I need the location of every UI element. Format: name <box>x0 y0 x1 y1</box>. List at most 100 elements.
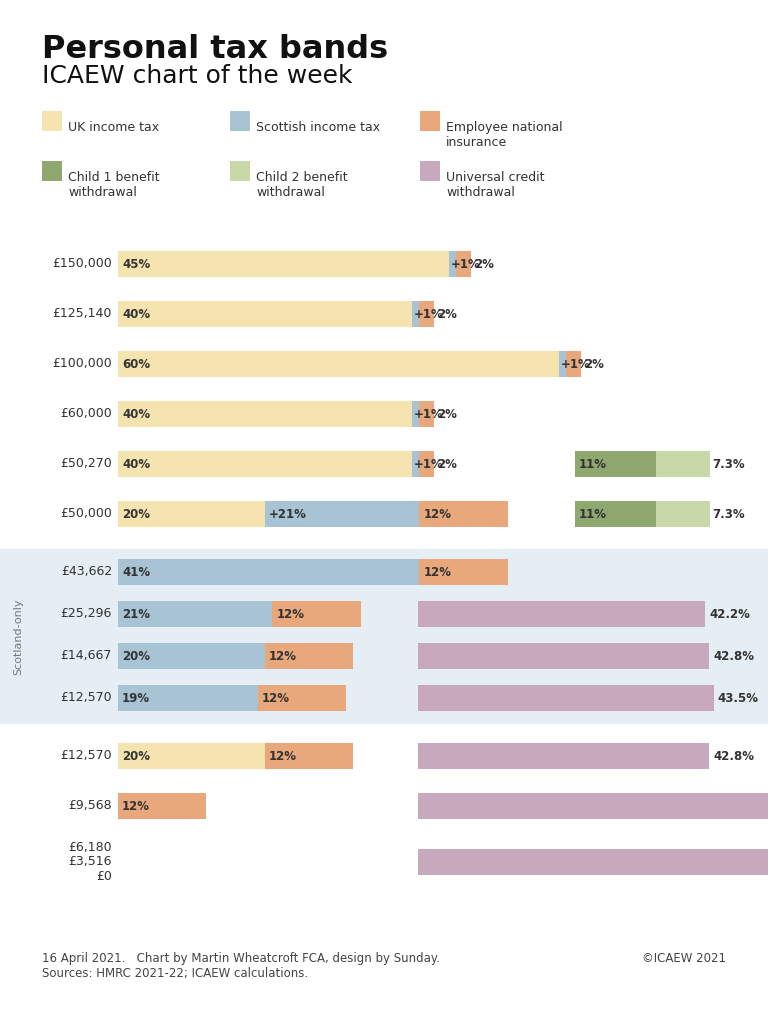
Text: 11%: 11% <box>579 458 607 470</box>
FancyBboxPatch shape <box>230 161 250 181</box>
Text: 7.3%: 7.3% <box>713 458 745 470</box>
FancyBboxPatch shape <box>118 601 273 627</box>
Text: 12%: 12% <box>276 607 304 621</box>
FancyBboxPatch shape <box>118 643 265 669</box>
FancyBboxPatch shape <box>265 743 353 769</box>
FancyBboxPatch shape <box>575 451 656 477</box>
Text: £6,180
£3,516
£0: £6,180 £3,516 £0 <box>68 841 112 884</box>
Text: £25,296: £25,296 <box>61 607 112 621</box>
Text: +1%: +1% <box>451 257 481 270</box>
FancyBboxPatch shape <box>118 401 412 427</box>
Text: 45%: 45% <box>122 257 151 270</box>
FancyBboxPatch shape <box>0 549 768 724</box>
Text: 20%: 20% <box>122 750 150 763</box>
Text: +1%: +1% <box>414 408 444 421</box>
Text: £50,000: £50,000 <box>60 508 112 520</box>
FancyBboxPatch shape <box>418 793 768 819</box>
FancyBboxPatch shape <box>456 251 471 278</box>
FancyBboxPatch shape <box>559 351 566 377</box>
Text: £125,140: £125,140 <box>53 307 112 321</box>
Text: Personal tax bands: Personal tax bands <box>42 34 388 65</box>
Text: 19%: 19% <box>122 691 150 705</box>
FancyBboxPatch shape <box>419 301 434 327</box>
FancyBboxPatch shape <box>230 111 250 131</box>
FancyBboxPatch shape <box>42 111 62 131</box>
FancyBboxPatch shape <box>418 643 709 669</box>
FancyBboxPatch shape <box>118 251 449 278</box>
Text: £60,000: £60,000 <box>60 408 112 421</box>
FancyBboxPatch shape <box>118 743 265 769</box>
Text: 12%: 12% <box>269 750 297 763</box>
Text: 42.8%: 42.8% <box>713 649 754 663</box>
FancyBboxPatch shape <box>575 501 656 527</box>
FancyBboxPatch shape <box>118 351 559 377</box>
Text: 42.8%: 42.8% <box>713 750 754 763</box>
FancyBboxPatch shape <box>419 451 434 477</box>
Text: Employee national
insurance: Employee national insurance <box>446 121 563 150</box>
Text: £14,667: £14,667 <box>61 649 112 663</box>
FancyBboxPatch shape <box>118 451 412 477</box>
Text: Child 1 benefit
withdrawal: Child 1 benefit withdrawal <box>68 171 160 199</box>
Text: 7.3%: 7.3% <box>713 508 745 520</box>
Text: 40%: 40% <box>122 307 150 321</box>
Text: 2%: 2% <box>437 408 457 421</box>
FancyBboxPatch shape <box>42 161 62 181</box>
Text: ©ICAEW 2021: ©ICAEW 2021 <box>642 952 726 965</box>
Text: 12%: 12% <box>122 800 150 812</box>
FancyBboxPatch shape <box>418 601 705 627</box>
FancyBboxPatch shape <box>257 685 346 711</box>
Text: 40%: 40% <box>122 408 150 421</box>
FancyBboxPatch shape <box>118 301 412 327</box>
Text: £150,000: £150,000 <box>52 257 112 270</box>
Text: 12%: 12% <box>269 649 297 663</box>
FancyBboxPatch shape <box>420 111 440 131</box>
Text: 12%: 12% <box>423 565 452 579</box>
Text: 20%: 20% <box>122 649 150 663</box>
FancyBboxPatch shape <box>412 401 419 427</box>
FancyBboxPatch shape <box>419 559 508 585</box>
FancyBboxPatch shape <box>420 161 440 181</box>
Text: +21%: +21% <box>269 508 307 520</box>
Text: £43,662: £43,662 <box>61 565 112 579</box>
Text: 60%: 60% <box>122 357 150 371</box>
FancyBboxPatch shape <box>412 451 419 477</box>
Text: 43.5%: 43.5% <box>718 691 759 705</box>
Text: 16 April 2021.   Chart by Martin Wheatcroft FCA, design by Sunday.
Sources: HMRC: 16 April 2021. Chart by Martin Wheatcrof… <box>42 952 440 980</box>
Text: £9,568: £9,568 <box>68 800 112 812</box>
Text: 12%: 12% <box>262 691 290 705</box>
Text: 2%: 2% <box>437 458 457 470</box>
Text: £12,570: £12,570 <box>61 691 112 705</box>
FancyBboxPatch shape <box>265 643 353 669</box>
FancyBboxPatch shape <box>412 301 419 327</box>
Text: Child 2 benefit
withdrawal: Child 2 benefit withdrawal <box>256 171 348 199</box>
Text: 20%: 20% <box>122 508 150 520</box>
FancyBboxPatch shape <box>419 501 508 527</box>
Text: 41%: 41% <box>122 565 150 579</box>
Text: 40%: 40% <box>122 458 150 470</box>
FancyBboxPatch shape <box>418 685 713 711</box>
Text: £12,570: £12,570 <box>61 750 112 763</box>
Text: +1%: +1% <box>414 307 444 321</box>
FancyBboxPatch shape <box>449 251 456 278</box>
Text: 2%: 2% <box>474 257 494 270</box>
FancyBboxPatch shape <box>419 401 434 427</box>
Text: ICAEW chart of the week: ICAEW chart of the week <box>42 63 353 88</box>
FancyBboxPatch shape <box>656 501 710 527</box>
Text: +1%: +1% <box>561 357 591 371</box>
FancyBboxPatch shape <box>418 849 768 874</box>
Text: 2%: 2% <box>584 357 604 371</box>
FancyBboxPatch shape <box>118 793 206 819</box>
Text: +1%: +1% <box>414 458 444 470</box>
Text: 12%: 12% <box>423 508 452 520</box>
FancyBboxPatch shape <box>118 559 419 585</box>
FancyBboxPatch shape <box>566 351 581 377</box>
FancyBboxPatch shape <box>418 743 709 769</box>
Text: 2%: 2% <box>437 307 457 321</box>
Text: £50,270: £50,270 <box>60 458 112 470</box>
Text: Scotland-only: Scotland-only <box>13 598 23 675</box>
Text: 21%: 21% <box>122 607 150 621</box>
Text: Universal credit
withdrawal: Universal credit withdrawal <box>446 171 545 199</box>
FancyBboxPatch shape <box>265 501 419 527</box>
FancyBboxPatch shape <box>273 601 360 627</box>
Text: £100,000: £100,000 <box>52 357 112 371</box>
